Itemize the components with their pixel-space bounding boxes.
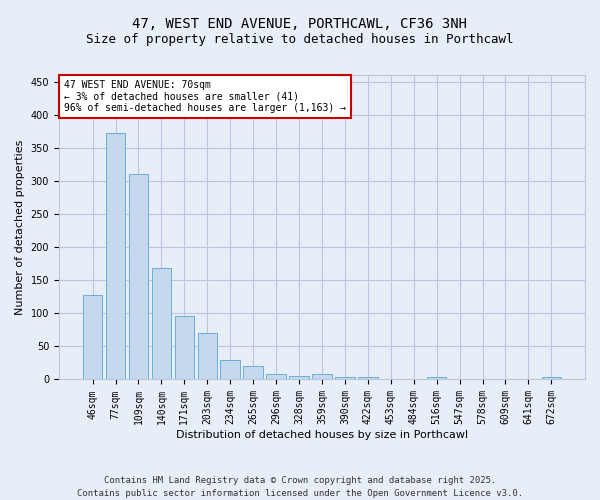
Bar — [197, 333, 217, 380]
Bar — [542, 377, 561, 380]
Bar — [289, 376, 309, 380]
Bar — [106, 132, 125, 380]
Y-axis label: Number of detached properties: Number of detached properties — [15, 140, 25, 315]
Text: Size of property relative to detached houses in Porthcawl: Size of property relative to detached ho… — [86, 32, 514, 46]
Bar — [358, 378, 377, 380]
Text: 47 WEST END AVENUE: 70sqm
← 3% of detached houses are smaller (41)
96% of semi-d: 47 WEST END AVENUE: 70sqm ← 3% of detach… — [64, 80, 346, 113]
Bar — [427, 378, 446, 380]
Bar — [335, 377, 355, 380]
Bar — [220, 360, 240, 380]
Bar — [83, 294, 103, 380]
X-axis label: Distribution of detached houses by size in Porthcawl: Distribution of detached houses by size … — [176, 430, 468, 440]
Bar — [128, 174, 148, 380]
Bar — [266, 374, 286, 380]
Bar — [175, 316, 194, 380]
Text: 47, WEST END AVENUE, PORTHCAWL, CF36 3NH: 47, WEST END AVENUE, PORTHCAWL, CF36 3NH — [133, 18, 467, 32]
Text: Contains HM Land Registry data © Crown copyright and database right 2025.
Contai: Contains HM Land Registry data © Crown c… — [77, 476, 523, 498]
Bar — [312, 374, 332, 380]
Bar — [244, 366, 263, 380]
Bar — [152, 268, 171, 380]
